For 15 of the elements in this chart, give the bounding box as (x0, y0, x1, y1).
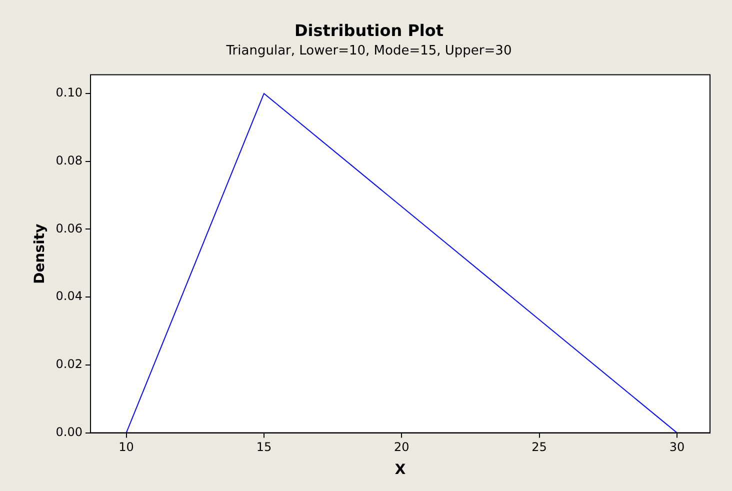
y-tick-label: 0.10 (56, 86, 83, 100)
x-tick-label: 20 (394, 440, 410, 454)
y-tick-label: 0.08 (56, 153, 83, 168)
y-tick-label: 0.06 (56, 221, 83, 236)
chart-subtitle: Triangular, Lower=10, Mode=15, Upper=30 (225, 43, 512, 58)
x-axis-title: X (394, 462, 406, 478)
x-tick-label: 15 (256, 440, 272, 454)
y-tick-label: 0.02 (56, 357, 83, 372)
x-tick-label: 10 (118, 440, 134, 454)
x-tick-label: 30 (669, 440, 685, 454)
y-tick-label: 0.00 (56, 424, 83, 439)
chart-title: Distribution Plot (294, 20, 444, 40)
y-tick-label: 0.04 (56, 289, 83, 304)
y-axis-title: Density (32, 224, 48, 284)
x-tick-label: 25 (532, 440, 547, 454)
